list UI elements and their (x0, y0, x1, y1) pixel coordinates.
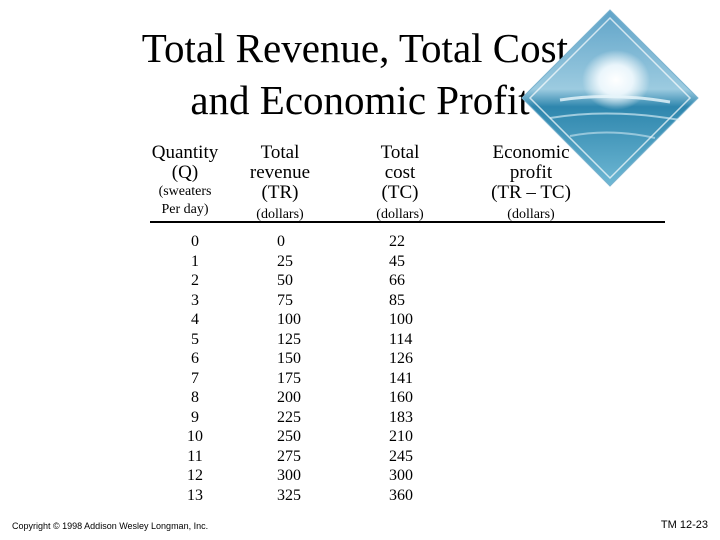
title-line-1: Total Revenue, Total Cost, (141, 25, 579, 71)
header-revenue-line1: Total (260, 142, 300, 163)
table-cell: 100 (277, 311, 301, 328)
table-cell: 2 (191, 272, 199, 289)
table-cell: 200 (277, 389, 301, 406)
slide-title: Total Revenue, Total Cost, and Economic … (60, 22, 660, 126)
table-cell: 13 (187, 486, 203, 504)
header-profit-line3: (TR – TC) (491, 182, 571, 203)
decorative-diamond-image (521, 9, 699, 187)
header-cost: Total cost (TC) (dollars) (355, 143, 445, 224)
table-cell: 75 (277, 291, 293, 309)
header-quantity-line4: Per day) (161, 202, 209, 217)
table-cell: 0 (191, 233, 199, 250)
table-cell: 6 (191, 350, 199, 367)
table-cell: 8 (191, 389, 199, 406)
header-quantity-line3: (sweaters (158, 184, 212, 199)
table-cell: 66 (389, 272, 405, 289)
header-cost-line1: Total (380, 142, 420, 163)
table-cell: 175 (277, 369, 301, 387)
table-cell: 300 (277, 467, 301, 484)
header-revenue-unit: (dollars) (256, 207, 304, 222)
table-cell: 0 (277, 233, 285, 250)
table-cell: 12 (187, 467, 203, 484)
table-cell: 1 (191, 252, 199, 270)
table-cell: 150 (277, 350, 301, 367)
table-cell: 25 (277, 252, 293, 270)
column-total-cost: 22 45 66 85 100 114 126 141 160 183 210 … (389, 232, 439, 505)
header-profit: Economic profit (TR – TC) (dollars) (475, 143, 587, 224)
header-quantity-line1: Quantity (151, 142, 219, 163)
table-cell: 10 (187, 428, 203, 445)
table-cell: 9 (191, 408, 199, 426)
table-cell: 141 (389, 369, 413, 387)
table-cell: 7 (191, 369, 199, 387)
table-cell: 275 (277, 447, 301, 465)
header-divider (150, 221, 665, 223)
table-cell: 126 (389, 350, 413, 367)
table-cell: 300 (389, 467, 413, 484)
table-cell: 114 (389, 330, 413, 348)
title-line-2: and Economic Profit (190, 77, 530, 123)
header-quantity-line2: (Q) (171, 162, 199, 183)
header-cost-line3: (TC) (381, 182, 419, 203)
copyright-notice: Copyright © 1998 Addison Wesley Longman,… (12, 521, 209, 531)
column-quantity: 0 1 2 3 4 5 6 7 8 9 10 11 12 13 (175, 232, 215, 505)
table-cell: 183 (389, 408, 413, 426)
header-profit-unit: (dollars) (507, 207, 555, 222)
header-profit-line1: Economic (492, 142, 570, 163)
table-cell: 225 (277, 408, 301, 426)
table-cell: 325 (277, 486, 301, 504)
header-revenue: Total revenue (TR) (dollars) (235, 143, 325, 224)
slide-number: TM 12-23 (660, 519, 708, 531)
table-cell: 160 (389, 389, 413, 406)
table-cell: 22 (389, 233, 405, 250)
header-profit-line2: profit (509, 162, 553, 183)
table-cell: 360 (389, 486, 413, 504)
table-cell: 100 (389, 311, 413, 328)
table-cell: 85 (389, 291, 405, 309)
table-cell: 50 (277, 272, 293, 289)
table-cell: 3 (191, 291, 199, 309)
table-cell: 5 (191, 330, 199, 348)
table-cell: 245 (389, 447, 413, 465)
table-cell: 210 (389, 428, 413, 445)
table-cell: 45 (389, 252, 405, 270)
table-cell: 125 (277, 330, 301, 348)
table-cell: 250 (277, 428, 301, 445)
header-cost-line2: cost (384, 162, 416, 183)
header-revenue-line2: revenue (249, 162, 311, 183)
header-cost-unit: (dollars) (376, 207, 424, 222)
header-quantity: Quantity (Q) (sweaters Per day) (140, 143, 230, 219)
table-cell: 11 (187, 447, 203, 465)
table-cell: 4 (191, 311, 199, 328)
header-revenue-line3: (TR) (261, 182, 299, 203)
column-total-revenue: 0 25 50 75 100 125 150 175 200 225 250 2… (277, 232, 327, 505)
